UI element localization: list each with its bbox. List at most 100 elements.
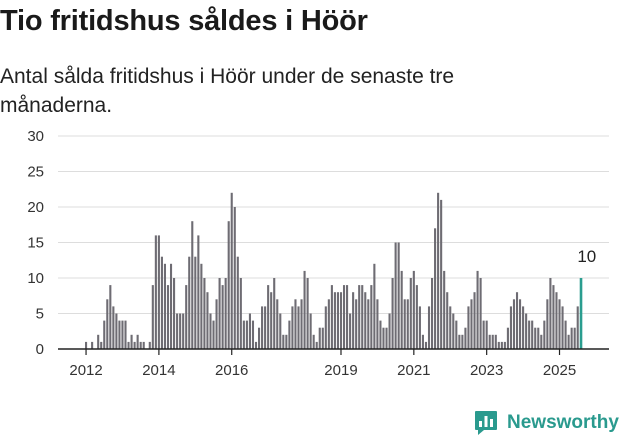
bar (415, 285, 418, 349)
bar (251, 320, 255, 349)
bar (437, 192, 440, 349)
bar (191, 221, 194, 349)
bar (197, 235, 200, 349)
bar (421, 334, 424, 349)
bar (509, 306, 512, 349)
bar (242, 320, 245, 349)
x-tick-label: 2016 (215, 362, 248, 379)
highlighted-bar (579, 278, 583, 349)
y-tick-label: 25 (27, 164, 44, 181)
grid-lines (58, 135, 609, 314)
bar (133, 341, 136, 349)
bar (500, 341, 503, 349)
bar (355, 299, 358, 349)
bar (261, 306, 264, 349)
bar (306, 278, 309, 349)
chart-subtitle: Antal sålda fritidshus i Höör under de s… (0, 65, 455, 117)
bar (309, 313, 312, 349)
bar (91, 341, 94, 349)
bar (430, 278, 434, 349)
bar (194, 256, 197, 349)
bar (397, 242, 400, 349)
bar (127, 341, 130, 349)
bar (109, 285, 112, 349)
bar (388, 313, 391, 349)
bar (148, 341, 151, 349)
bar (224, 278, 227, 349)
bar (318, 327, 321, 349)
bar (103, 320, 106, 349)
bar (169, 263, 173, 349)
y-axis-ticks: 0 5 10 15 20 25 30 (27, 128, 44, 358)
bar (573, 327, 576, 349)
bar (385, 327, 388, 349)
bar (142, 341, 145, 349)
bar (449, 306, 452, 349)
bar (370, 285, 373, 349)
x-tick-label: 2021 (397, 362, 430, 379)
bar (364, 292, 367, 349)
bar (200, 263, 203, 349)
bar (382, 327, 385, 349)
x-tick-label: 2025 (543, 362, 576, 379)
bar (154, 235, 157, 349)
bar (497, 341, 500, 349)
bar (458, 334, 461, 349)
brand-name: Newsworthy (507, 412, 619, 433)
bar (558, 299, 561, 349)
bar (412, 270, 415, 349)
bar (279, 313, 282, 349)
bar (440, 199, 443, 349)
bar (160, 256, 163, 349)
bar (367, 299, 370, 349)
bar (561, 306, 564, 349)
bar (100, 341, 103, 349)
bar (376, 299, 379, 349)
bar (434, 228, 437, 349)
bar (264, 306, 267, 349)
bar (400, 270, 403, 349)
bar (273, 278, 276, 349)
bar (464, 327, 467, 349)
bar (394, 242, 397, 349)
x-axis-ticks: 2012 2014 2016 2019 2021 2023 2025 (69, 349, 576, 379)
bar (455, 320, 458, 349)
bar (270, 292, 273, 349)
bars (85, 192, 583, 349)
bar (248, 313, 251, 349)
bar (515, 292, 519, 349)
bar (282, 334, 285, 349)
bar (276, 299, 279, 349)
bar (494, 334, 497, 349)
bar (97, 334, 100, 349)
bar (531, 320, 534, 349)
bar (324, 306, 327, 349)
bar (373, 263, 376, 349)
bar (112, 306, 115, 349)
bar (570, 327, 573, 349)
bar (485, 320, 488, 349)
annotations: 10 (577, 247, 596, 266)
bar (185, 285, 188, 349)
bar (212, 320, 215, 349)
bar (427, 306, 431, 349)
bar (136, 334, 139, 349)
bar-chart-logo-icon (475, 411, 497, 435)
bar (330, 285, 333, 349)
bar (506, 327, 509, 349)
bar (346, 285, 349, 349)
bar (552, 285, 555, 349)
bar (525, 313, 528, 349)
bar (546, 299, 549, 349)
bar (157, 235, 160, 349)
bar (215, 299, 218, 349)
bar (291, 306, 294, 349)
bar (182, 313, 185, 349)
bar (512, 299, 516, 349)
bar (173, 278, 176, 349)
bar (519, 299, 522, 349)
x-tick-label: 2019 (324, 362, 357, 379)
bar (358, 285, 361, 349)
brand-logo: Newsworthy (474, 407, 619, 439)
bar (336, 292, 339, 349)
